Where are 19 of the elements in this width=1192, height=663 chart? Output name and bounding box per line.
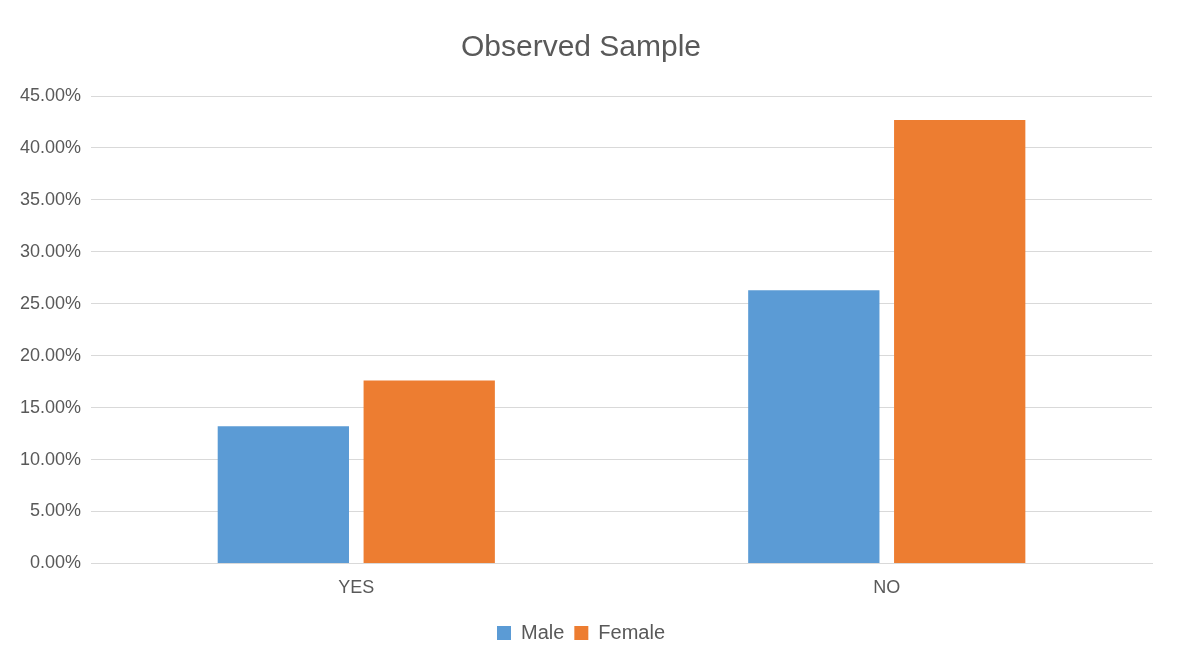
y-tick-label: 25.00% xyxy=(19,292,82,313)
y-tick-label: 10.00% xyxy=(19,448,82,469)
y-tick-label: 45.00% xyxy=(19,84,82,105)
y-tick-label: 40.00% xyxy=(19,136,82,157)
y-tick-label: 15.00% xyxy=(19,396,82,417)
legend-label: Female xyxy=(598,620,666,643)
x-tick-label: NO xyxy=(873,577,901,598)
x-tick-label: YES xyxy=(338,577,375,598)
y-tick-label: 30.00% xyxy=(19,240,82,261)
y-tick-label: 0.00% xyxy=(30,552,82,573)
legend-label: Male xyxy=(520,620,565,643)
bar xyxy=(894,119,1026,563)
y-tick-label: 35.00% xyxy=(19,188,82,209)
bar xyxy=(363,380,495,563)
y-tick-label: 5.00% xyxy=(30,500,82,521)
bar xyxy=(217,426,349,563)
y-tick-label: 20.00% xyxy=(19,344,82,365)
bar xyxy=(748,290,880,563)
chart-title: Observed Sample xyxy=(460,29,702,63)
